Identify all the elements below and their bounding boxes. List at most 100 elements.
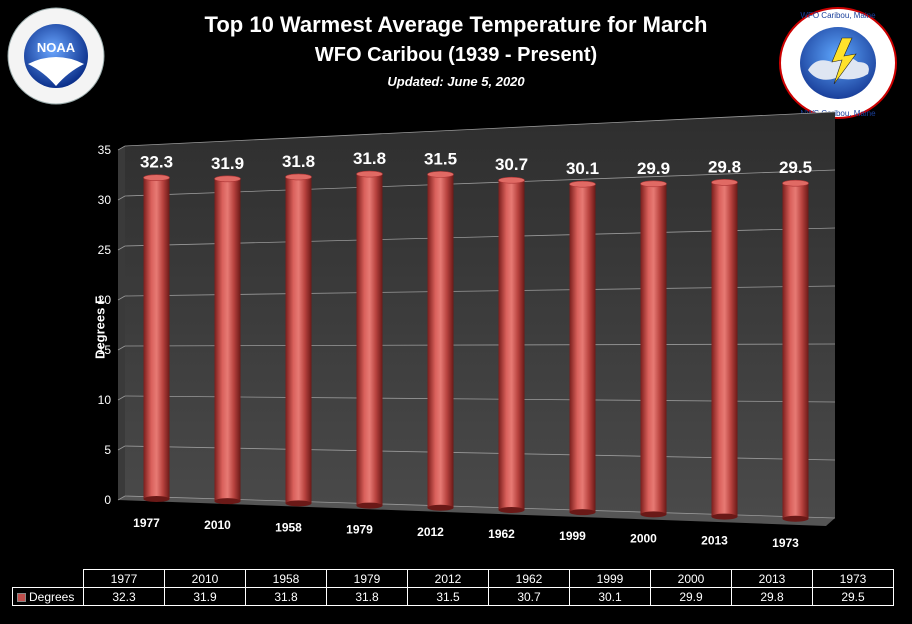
y-tick-label: 20 [98, 293, 112, 307]
bar-body [498, 180, 525, 510]
updated-date: Updated: June 5, 2020 [387, 74, 525, 89]
bar-base [711, 513, 738, 520]
data-label: 30.7 [495, 155, 528, 174]
data-label: 29.5 [779, 158, 812, 177]
gridline-side [117, 245, 126, 251]
bar [711, 179, 738, 520]
bar-base [569, 509, 596, 516]
table-category-cell: 2010 [164, 569, 246, 588]
x-tick-label: 1958 [275, 520, 302, 534]
table-value-cell: 31.8 [245, 587, 327, 606]
legend-swatch [17, 592, 26, 602]
gridline-side [117, 295, 126, 301]
data-label: 32.3 [140, 153, 173, 172]
bar-base [498, 506, 525, 513]
bar-cap [427, 171, 454, 178]
bar-cap [711, 179, 738, 186]
table-value-cell: 31.8 [326, 587, 408, 606]
table-value-cell: 30.1 [569, 587, 651, 606]
bars: 32.3 31.9 31.8 31.8 31.5 30.7 30.1 29.9 29.8 29.5 [140, 149, 812, 522]
bar-body [356, 174, 383, 506]
gridline [124, 111, 836, 147]
table-category-cell: 2013 [731, 569, 813, 588]
bar-body [427, 174, 454, 508]
data-table-value-row: Degrees 32.3 31.9 31.8 31.8 31.5 30.7 30.1 29.9… [12, 587, 894, 606]
bar-body [569, 184, 596, 513]
chart-subtitle: WFO Caribou (1939 - Present) [314, 44, 598, 66]
table-category-cell: 1962 [488, 569, 570, 588]
y-axis-ticks: 0 5 10 15 20 25 30 35 [98, 143, 112, 507]
nws-bottom-text: NWS Caribou, Maine [800, 109, 876, 118]
y-axis-label: Degrees F [92, 296, 108, 359]
bar-cap [782, 179, 809, 187]
noaa-logo: NOAA [7, 7, 105, 105]
nws-logo: WFO Caribou, Maine NWS Caribou, Maine [779, 7, 897, 119]
bar-cap [214, 175, 241, 183]
data-label: 31.8 [353, 149, 386, 168]
bar-body [640, 183, 667, 515]
noaa-center-text: NOAA [37, 40, 76, 55]
x-tick-label: 1979 [346, 523, 373, 537]
bar [285, 173, 312, 507]
bar-body [711, 182, 738, 517]
table-value-cell: 29.8 [731, 587, 813, 606]
bar-cap [498, 176, 525, 184]
data-table-series-label: Degrees [12, 587, 84, 606]
table-value-cell: 29.9 [650, 587, 732, 606]
y-tick-label: 25 [98, 243, 112, 257]
data-table-header-row: 1977 2010 1958 1979 2012 1962 1999 2000 2013 1973 [12, 569, 894, 588]
bar-cap [640, 180, 667, 188]
y-tick-label: 30 [98, 193, 112, 207]
bar-body [285, 176, 312, 504]
bar-body [143, 177, 170, 499]
x-axis-ticks: 1977 2010 1958 1979 2012 1962 1999 2000 2013 1973 [133, 516, 799, 550]
x-tick-label: 1973 [772, 536, 799, 550]
legend-label: Degrees [29, 589, 75, 604]
table-category-cell: 2012 [407, 569, 489, 588]
table-category-cell: 1958 [245, 569, 327, 588]
gridline-side [117, 345, 126, 351]
bar [569, 180, 596, 516]
gridline-side [117, 445, 126, 451]
table-value-cell: 32.3 [83, 587, 165, 606]
table-category-cell: 1999 [569, 569, 651, 588]
y-tick-label: 5 [104, 443, 111, 457]
bar-body [214, 178, 241, 502]
x-tick-label: 2012 [417, 525, 444, 539]
data-table: 1977 2010 1958 1979 2012 1962 1999 2000 2013 1973… [12, 569, 894, 606]
bar-cap [569, 180, 596, 188]
data-label: 29.8 [708, 157, 741, 176]
x-tick-label: 2010 [204, 518, 231, 532]
bar-body [782, 183, 809, 519]
table-value-cell: 31.5 [407, 587, 489, 606]
table-value-cell: 31.9 [164, 587, 246, 606]
gridline-side [117, 195, 126, 201]
y-tick-label: 15 [98, 343, 112, 357]
data-label: 29.9 [637, 159, 670, 178]
table-value-cell: 30.7 [488, 587, 570, 606]
table-value-cell: 29.5 [812, 587, 894, 606]
y-tick-label: 10 [98, 393, 112, 407]
bar [143, 174, 170, 502]
bar-base [640, 511, 667, 518]
gridline-side [117, 145, 126, 151]
bar [782, 179, 809, 522]
chart-title: Top 10 Warmest Average Temperature for M… [204, 12, 708, 37]
gridline-side [117, 495, 126, 501]
bar [427, 171, 454, 511]
y-tick-label: 35 [98, 143, 112, 157]
table-category-cell: 2000 [650, 569, 732, 588]
bar-base [143, 495, 170, 502]
table-category-cell: 1979 [326, 569, 408, 588]
bar [498, 176, 525, 513]
nws-top-text: WFO Caribou, Maine [800, 11, 876, 20]
data-table-corner [12, 569, 84, 588]
table-category-cell: 1973 [812, 569, 894, 588]
x-tick-label: 1999 [559, 529, 586, 543]
bar-base [356, 502, 383, 509]
x-tick-label: 2000 [630, 531, 657, 545]
x-tick-label: 1962 [488, 527, 515, 541]
y-tick-label: 0 [104, 493, 111, 507]
bar-cap [356, 170, 383, 178]
